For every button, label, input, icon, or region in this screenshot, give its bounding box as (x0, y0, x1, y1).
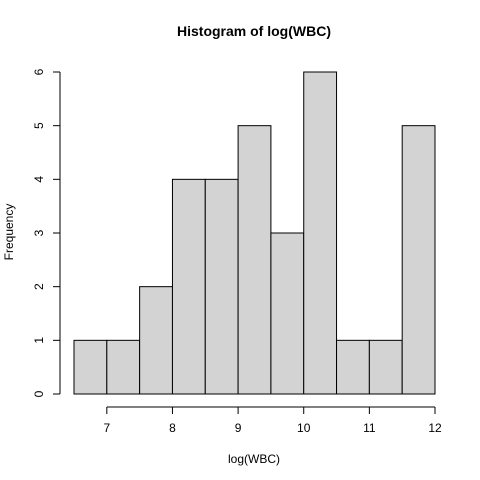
x-tick-label: 8 (169, 421, 176, 435)
histogram-bar (140, 287, 173, 394)
y-axis: 0 1 2 3 4 5 6 (32, 68, 60, 397)
y-tick-label: 0 (32, 390, 46, 397)
histogram-bar (369, 340, 402, 394)
x-tick-label: 11 (363, 421, 376, 435)
y-tick-label: 5 (32, 122, 46, 129)
bars-group (74, 72, 435, 394)
chart-title: Histogram of log(WBC) (177, 23, 331, 39)
x-tick-label: 7 (103, 421, 110, 435)
x-axis: 7 8 9 10 11 12 (103, 407, 442, 435)
histogram-bar (238, 126, 271, 394)
histogram-bar (205, 179, 238, 394)
histogram-bar (337, 340, 370, 394)
histogram-bar (74, 340, 107, 394)
y-tick-label: 2 (32, 283, 46, 290)
histogram-bar (172, 179, 205, 394)
histogram-bar (304, 72, 337, 394)
y-axis-label: Frequency (2, 204, 16, 261)
x-axis-label: log(WBC) (228, 452, 280, 466)
histogram-bar (402, 126, 435, 394)
histogram-bar (107, 340, 140, 394)
x-tick-label: 12 (428, 421, 442, 435)
x-tick-label: 10 (297, 421, 311, 435)
histogram-bar (271, 233, 304, 394)
y-tick-label: 4 (32, 176, 46, 183)
y-tick-label: 3 (32, 229, 46, 236)
y-tick-label: 6 (32, 68, 46, 75)
y-tick-label: 1 (32, 337, 46, 344)
x-tick-label: 9 (235, 421, 242, 435)
